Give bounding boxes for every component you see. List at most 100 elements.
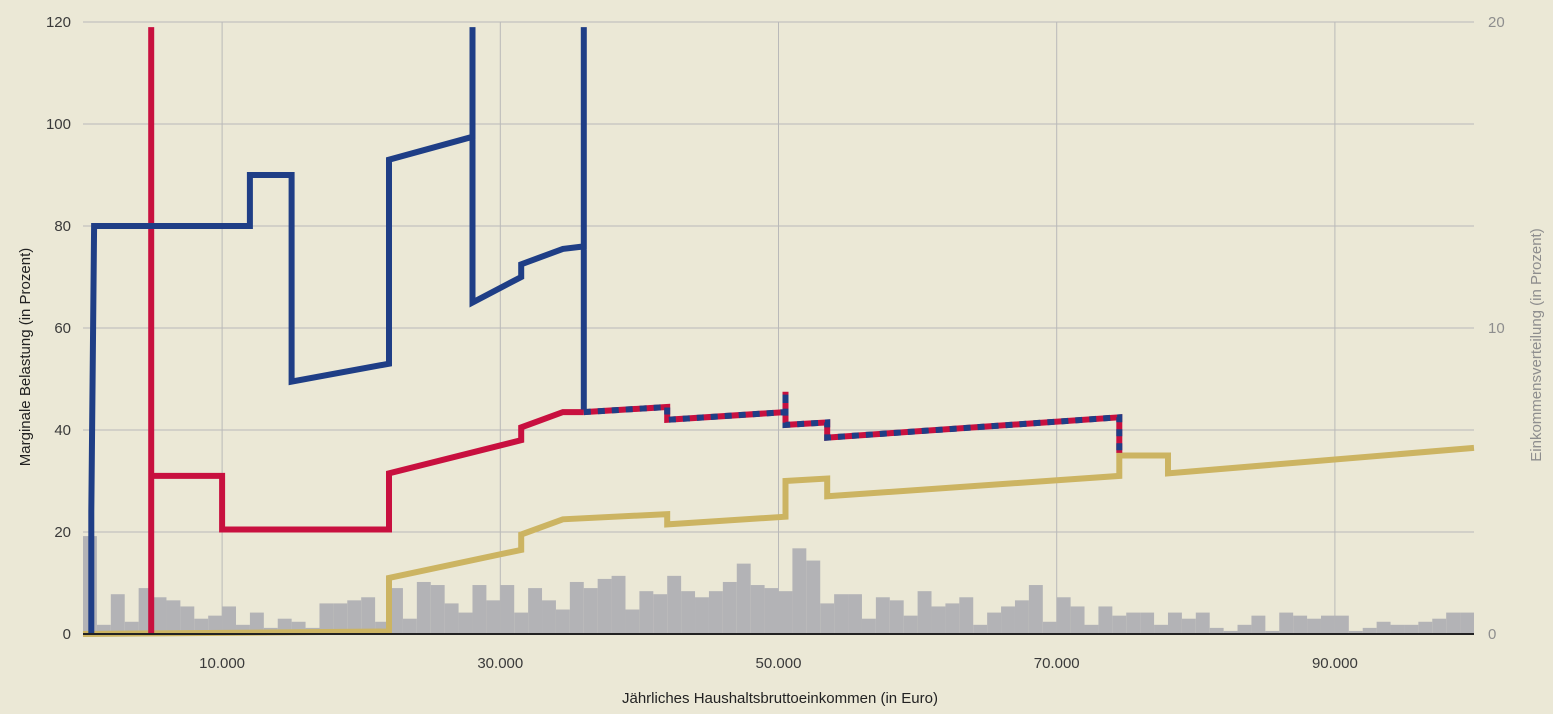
histogram-bar <box>611 575 626 634</box>
y-axis-title: Marginale Belastung (in Prozent) <box>17 248 34 466</box>
histogram-bar <box>1293 615 1308 634</box>
y2-tick-label: 0 <box>1488 626 1496 643</box>
histogram-bar <box>889 600 904 634</box>
x-tick-label: 30.000 <box>477 655 523 672</box>
histogram-bar <box>486 600 501 634</box>
histogram-bar <box>249 612 264 634</box>
y-tick-label: 20 <box>54 524 71 541</box>
series-layer <box>82 27 1475 637</box>
histogram-bar <box>1195 612 1210 634</box>
histogram-bar <box>1112 615 1127 634</box>
histogram-bar <box>528 588 543 634</box>
histogram-bar <box>1265 630 1280 634</box>
histogram-bar <box>1001 606 1015 634</box>
histogram-bar <box>472 585 487 634</box>
y2-tick-label: 10 <box>1488 320 1505 337</box>
histogram-bar <box>1362 627 1377 634</box>
histogram-bar <box>1223 630 1238 634</box>
histogram-bar <box>1209 627 1224 634</box>
histogram-bar <box>208 615 223 634</box>
histogram-bar <box>1279 612 1294 634</box>
histogram-bar <box>931 606 946 634</box>
histogram-bar <box>333 603 348 634</box>
histogram-bar <box>820 603 835 634</box>
histogram-bar <box>1014 600 1029 634</box>
y-tick-label: 40 <box>54 422 71 439</box>
histogram-bar <box>1446 612 1461 634</box>
histogram-bar <box>973 624 988 634</box>
histogram-bar <box>347 600 362 634</box>
histogram-bar <box>1154 624 1168 634</box>
histogram-bar <box>625 609 640 634</box>
histogram-bar <box>792 548 807 634</box>
series-line-blue <box>88 27 587 634</box>
x-axis-title: Jährliches Haushaltsbruttoeinkommen (in … <box>622 690 938 707</box>
y-tick-label: 100 <box>46 116 71 133</box>
histogram-bar <box>361 597 376 634</box>
histogram-bar <box>1028 585 1043 634</box>
histogram-bar <box>1167 612 1182 634</box>
histogram-bar <box>1056 597 1071 634</box>
x-tick-label: 50.000 <box>756 655 802 672</box>
histogram-bar <box>319 603 334 634</box>
grid-layer <box>83 21 1474 634</box>
histogram-bar <box>458 612 473 634</box>
histogram-bar <box>736 563 751 634</box>
histogram-bar <box>166 600 181 634</box>
histogram-bar <box>1334 615 1349 634</box>
histogram-bar <box>583 588 598 634</box>
histogram-bar <box>430 585 445 634</box>
histogram-bar <box>834 594 849 634</box>
histogram-bar <box>444 603 459 634</box>
histogram-bar <box>236 624 250 634</box>
histogram-bar <box>1307 618 1321 634</box>
histogram-bar <box>903 615 918 634</box>
series-line-blue-dashed-overlay <box>583 391 1123 453</box>
histogram-bar <box>764 588 779 634</box>
histogram-bar <box>861 618 876 634</box>
histogram-bar <box>555 609 570 634</box>
histogram-bar <box>1084 624 1099 634</box>
histogram-bar <box>152 597 167 634</box>
histogram-bar <box>778 591 793 634</box>
histogram-bar <box>806 560 821 634</box>
y-tick-label: 120 <box>46 14 71 31</box>
histogram-bar <box>1404 624 1419 634</box>
histogram-bar <box>667 575 682 634</box>
histogram-bar <box>945 603 960 634</box>
x-tick-label: 90.000 <box>1312 655 1358 672</box>
histogram-bar <box>1251 615 1266 634</box>
histogram-bar <box>1418 621 1433 634</box>
histogram-bar <box>1140 612 1155 634</box>
histogram-bar <box>222 606 237 634</box>
histogram-bar <box>1042 621 1057 634</box>
histogram-bar <box>639 591 654 634</box>
histogram-bar <box>402 618 417 634</box>
y-tick-label: 80 <box>54 218 71 235</box>
histogram-bar <box>110 594 125 634</box>
histogram-bar <box>389 588 403 634</box>
histogram-bar <box>875 597 890 634</box>
histogram-bar <box>1098 606 1113 634</box>
y-tick-label: 60 <box>54 320 71 337</box>
histogram-bar <box>1070 606 1085 634</box>
series-line-red <box>148 27 584 634</box>
histogram-bar <box>848 594 862 634</box>
y2-axis-title: Einkommensverteilung (in Prozent) <box>1528 228 1545 461</box>
histogram-bar <box>500 585 515 634</box>
histogram-bar <box>653 594 668 634</box>
histogram-bar <box>542 600 556 634</box>
histogram-bar <box>1460 612 1474 634</box>
histogram-bar <box>569 581 584 634</box>
histogram-bar <box>1390 624 1405 634</box>
histogram-bar <box>681 591 696 634</box>
histogram-bar <box>987 612 1002 634</box>
histogram-bar <box>917 591 932 634</box>
histogram-bar <box>1126 612 1141 634</box>
histogram-bar <box>597 578 612 634</box>
histogram-bar <box>708 591 723 634</box>
histogram-bar <box>416 581 431 634</box>
